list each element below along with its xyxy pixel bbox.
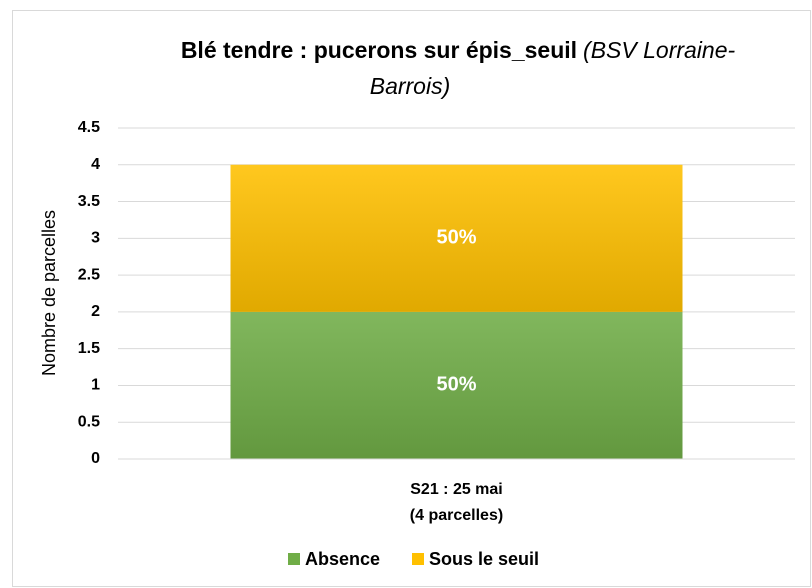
title-italic: Barrois) (370, 73, 451, 99)
chart-title: Blé tendre : pucerons sur épis_seuil (BSV… (181, 37, 736, 63)
y-tick-label: 1 (91, 377, 100, 394)
legend-swatch (288, 553, 300, 565)
y-tick-label: 0 (91, 450, 100, 467)
y-tick-label: 2 (91, 303, 100, 320)
legend-label: Sous le seuil (429, 549, 539, 569)
x-tick-label: S21 : 25 mai (410, 481, 503, 498)
legend-swatch (412, 553, 424, 565)
y-tick-label: 4.5 (78, 119, 100, 136)
y-axis-label: Nombre de parcelles (39, 210, 59, 376)
y-tick-label: 2.5 (78, 266, 100, 283)
title-main: Blé tendre : pucerons sur épis_seuil (181, 37, 577, 63)
y-tick-label: 4 (91, 156, 100, 173)
bar-shading (230, 311, 683, 459)
y-tick-label: 3.5 (78, 193, 100, 210)
title-italic: (BSV Lorraine- (583, 37, 735, 63)
data-label: 50% (436, 374, 476, 396)
bar-shading (230, 164, 683, 312)
data-label: 50% (436, 227, 476, 249)
y-tick-label: 3 (91, 230, 100, 247)
y-tick-label: 1.5 (78, 340, 100, 357)
x-tick-label: (4 parcelles) (410, 507, 503, 524)
y-tick-label: 0.5 (78, 413, 100, 430)
legend-label: Absence (305, 549, 380, 569)
